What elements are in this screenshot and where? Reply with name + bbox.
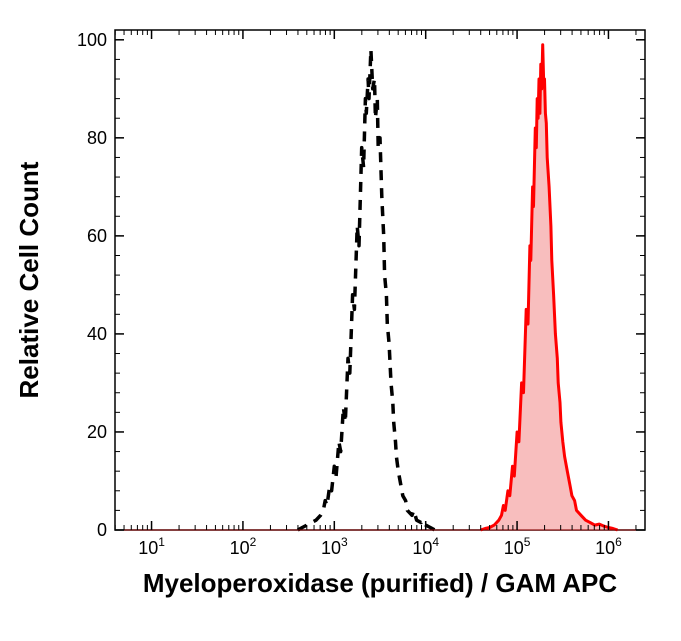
x-tick-label: 101 — [138, 535, 165, 558]
histogram-chart: 0 20 40 60 80 100 101 102 103 104 105 106 Relative… — [0, 0, 681, 641]
y-tick-label: 40 — [87, 324, 107, 344]
y-tick-label: 80 — [87, 128, 107, 148]
y-tick-label: 60 — [87, 226, 107, 246]
x-tick-label: 104 — [412, 535, 439, 558]
x-tick-label: 106 — [595, 535, 622, 558]
x-tick-label: 103 — [321, 535, 348, 558]
y-tick-label: 100 — [77, 30, 107, 50]
y-axis-title: Relative Cell Count — [14, 161, 44, 398]
x-tick-label: 105 — [504, 535, 531, 558]
x-tick-label: 102 — [230, 535, 257, 558]
y-tick-label: 0 — [97, 520, 107, 540]
y-tick-label: 20 — [87, 422, 107, 442]
x-axis-title: Myeloperoxidase (purified) / GAM APC — [143, 568, 618, 598]
